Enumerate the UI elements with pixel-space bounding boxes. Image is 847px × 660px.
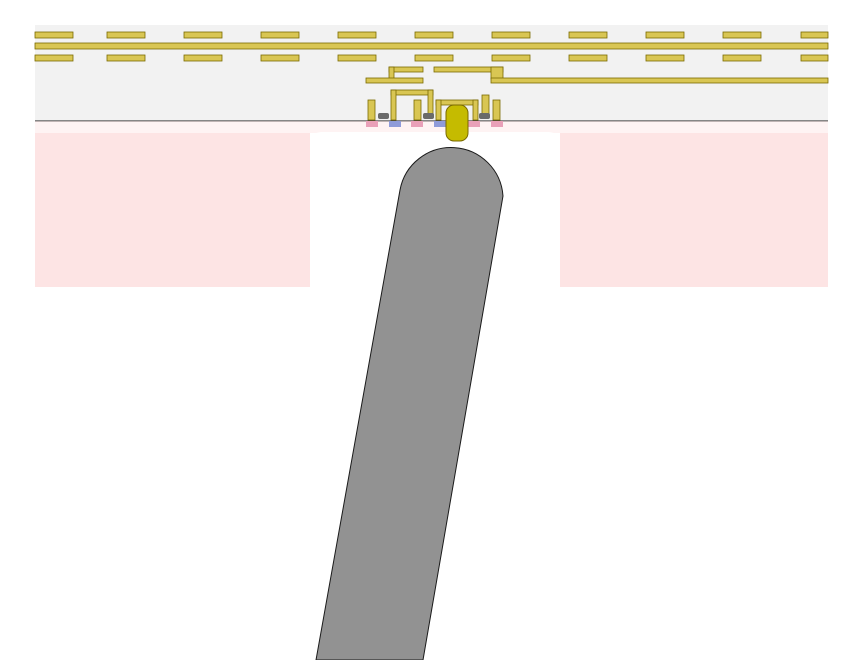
- metal-segment: [260, 31, 300, 39]
- metal-segment: [491, 54, 531, 62]
- metal-segment: [645, 31, 685, 39]
- substrate-region: [35, 133, 828, 287]
- metal-segment: [800, 31, 829, 39]
- metal-segment: [568, 31, 608, 39]
- metal-segment: [722, 31, 762, 39]
- metal-segment: [106, 31, 146, 39]
- metal-segment: [491, 31, 531, 39]
- metal-segment: [34, 31, 74, 39]
- metal-segment: [183, 31, 223, 39]
- metal-segment: [722, 54, 762, 62]
- metal-segment: [337, 54, 377, 62]
- small-contacts: [378, 113, 490, 119]
- metal-row-second: [34, 54, 829, 62]
- metal-row-top: [34, 31, 829, 39]
- metal-segment: [337, 31, 377, 39]
- contact-pad-icon: [445, 104, 469, 142]
- metal-segment: [260, 54, 300, 62]
- implant-regions: [366, 121, 503, 127]
- metal-segment: [414, 54, 454, 62]
- metal-segment: [106, 54, 146, 62]
- probe-tip-icon: [315, 147, 504, 660]
- metal-segment: [183, 54, 223, 62]
- metal-segment: [800, 54, 829, 62]
- local-interconnect: [365, 66, 829, 121]
- substrate-thin-strip: [35, 121, 828, 133]
- metal-bus-line: [34, 42, 829, 50]
- metal-segment: [568, 54, 608, 62]
- metal-segment: [645, 54, 685, 62]
- metal-segment: [34, 54, 74, 62]
- metal-segment: [414, 31, 454, 39]
